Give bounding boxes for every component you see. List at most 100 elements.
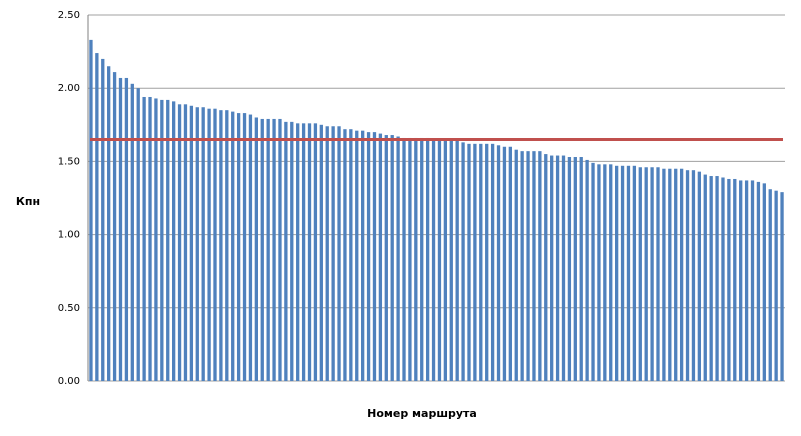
bar bbox=[780, 192, 784, 381]
bar bbox=[366, 132, 371, 381]
bar bbox=[296, 123, 300, 381]
bar bbox=[142, 96, 146, 381]
y-tick-label: 2.50 bbox=[58, 10, 80, 21]
bar bbox=[136, 88, 140, 381]
bar bbox=[597, 164, 601, 381]
bar bbox=[591, 162, 595, 381]
bar bbox=[685, 170, 690, 381]
bar bbox=[756, 181, 761, 381]
bar bbox=[260, 118, 264, 381]
bar bbox=[130, 83, 134, 382]
bar bbox=[272, 118, 276, 381]
bar bbox=[691, 170, 696, 381]
bar bbox=[254, 117, 258, 381]
bar bbox=[107, 66, 111, 382]
bar bbox=[148, 96, 152, 381]
bar bbox=[585, 159, 589, 381]
bar bbox=[550, 155, 554, 381]
y-tick-label: 0.50 bbox=[58, 303, 80, 314]
bar bbox=[721, 177, 725, 381]
bar bbox=[626, 165, 631, 381]
bar bbox=[697, 171, 702, 381]
bar bbox=[343, 129, 347, 381]
bar bbox=[177, 104, 182, 381]
bar bbox=[561, 155, 566, 381]
bar bbox=[744, 180, 749, 381]
bar bbox=[112, 72, 117, 381]
bar bbox=[219, 110, 223, 381]
bar bbox=[201, 107, 205, 382]
bar bbox=[378, 133, 383, 381]
bar bbox=[573, 157, 577, 381]
bar bbox=[609, 164, 613, 381]
bar bbox=[768, 189, 772, 381]
bar bbox=[266, 118, 270, 381]
bar bbox=[579, 157, 583, 381]
bar bbox=[319, 124, 323, 382]
bar bbox=[508, 146, 512, 381]
bar bbox=[183, 104, 188, 381]
y-axis-title: Кпн bbox=[16, 195, 40, 208]
bar bbox=[603, 164, 607, 381]
y-tick-label: 1.50 bbox=[58, 156, 80, 167]
bar bbox=[496, 145, 501, 381]
bar bbox=[555, 155, 560, 381]
x-axis-title: Номер маршрута bbox=[367, 407, 477, 420]
bar bbox=[248, 114, 253, 381]
bar bbox=[679, 168, 684, 381]
bar bbox=[739, 180, 743, 381]
bar bbox=[384, 135, 388, 381]
bar bbox=[420, 137, 424, 381]
bar bbox=[443, 140, 448, 381]
bar bbox=[520, 151, 524, 381]
bar bbox=[733, 178, 737, 381]
bar bbox=[290, 121, 294, 381]
bar bbox=[514, 149, 518, 381]
bar bbox=[236, 113, 241, 381]
bar bbox=[89, 39, 93, 381]
bar bbox=[213, 108, 217, 382]
bar bbox=[532, 151, 536, 381]
bar bbox=[538, 151, 542, 381]
bar bbox=[526, 151, 530, 381]
bar bbox=[284, 121, 288, 381]
bar bbox=[703, 174, 707, 381]
bar bbox=[762, 183, 766, 381]
bar bbox=[774, 190, 778, 381]
y-tick-label: 1.00 bbox=[58, 230, 80, 241]
bar bbox=[242, 113, 247, 381]
bar bbox=[638, 167, 642, 381]
bar bbox=[331, 126, 335, 381]
y-tick-label: 0.00 bbox=[58, 376, 80, 387]
bar bbox=[490, 143, 495, 381]
bar bbox=[414, 137, 418, 381]
bar bbox=[662, 168, 666, 381]
bar bbox=[337, 126, 341, 381]
bar bbox=[396, 136, 400, 381]
bar bbox=[195, 107, 199, 382]
bar bbox=[313, 123, 318, 381]
bar bbox=[408, 137, 412, 381]
bar bbox=[479, 143, 483, 381]
bar bbox=[473, 143, 477, 381]
bar bbox=[455, 140, 459, 381]
bar bbox=[615, 165, 619, 381]
bar bbox=[437, 139, 442, 381]
bar bbox=[189, 105, 194, 381]
bar bbox=[567, 157, 572, 381]
bar bbox=[390, 135, 394, 381]
bar bbox=[632, 165, 637, 381]
bar bbox=[301, 123, 306, 381]
bar bbox=[485, 143, 489, 381]
bar bbox=[361, 130, 365, 381]
bar bbox=[349, 129, 353, 381]
bar bbox=[750, 180, 755, 381]
bar bbox=[402, 137, 406, 381]
bar bbox=[674, 168, 678, 381]
bar bbox=[231, 111, 235, 382]
bar bbox=[425, 137, 430, 381]
bar bbox=[118, 77, 123, 382]
bar bbox=[620, 165, 625, 381]
bar bbox=[544, 154, 548, 381]
